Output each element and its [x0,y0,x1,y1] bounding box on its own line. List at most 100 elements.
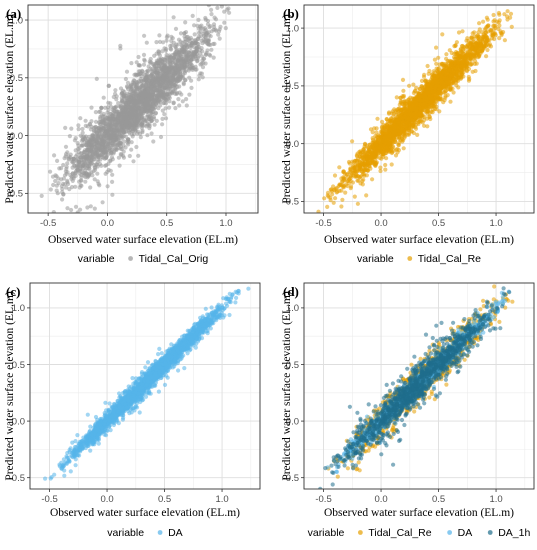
data-point [200,75,205,80]
data-point [111,128,117,133]
data-point [183,78,188,83]
data-point [149,67,155,72]
data-point [99,105,104,111]
data-point [70,178,75,183]
data-point [447,48,452,53]
data-point [76,143,81,148]
data-point [124,69,130,74]
data-point [105,152,110,157]
data-point [496,20,501,25]
data-point [129,85,134,90]
data-point [485,47,490,53]
data-point [333,196,338,201]
data-point [493,23,498,28]
data-point [332,173,338,178]
data-point [364,173,369,178]
data-point [87,162,92,167]
data-point [325,204,330,209]
data-point [183,43,188,48]
data-point [199,71,204,76]
data-point [174,63,179,68]
data-point [107,111,112,116]
data-point [343,182,348,187]
data-point [425,63,430,69]
data-point [168,61,173,66]
data-point [108,101,113,106]
data-point [109,151,114,156]
data-point [115,119,120,124]
data-point [211,22,217,27]
data-point [502,38,507,43]
data-point [448,99,453,104]
data-point [386,110,392,115]
data-point [138,135,143,140]
data-point [93,137,99,142]
data-point [116,101,121,106]
data-point [160,49,165,54]
data-point [182,71,187,76]
data-point [383,162,388,168]
data-point [196,17,201,22]
data-point [48,169,53,174]
data-point [98,134,103,139]
data-point [196,77,201,82]
data-point [123,76,128,82]
data-point [113,88,118,93]
data-point [159,80,164,85]
data-point [103,149,108,154]
data-point [76,127,81,132]
data-point [103,163,108,168]
data-point [203,52,208,57]
series-tidal-cal-re [316,9,514,213]
data-point [98,147,103,152]
data-point [147,109,152,114]
data-point [189,65,194,70]
data-point [153,110,159,116]
data-point [157,39,163,45]
data-point [131,80,136,86]
data-point [51,182,56,188]
data-point [141,62,147,67]
data-point [331,200,336,205]
data-point [99,163,104,168]
data-point [107,132,112,137]
data-point [100,200,105,205]
data-point [187,75,192,80]
data-point [216,32,221,37]
data-point [375,152,380,157]
data-point [158,134,164,140]
data-point [126,104,131,109]
data-point [126,97,131,102]
data-point [81,134,86,139]
data-point [142,33,147,38]
data-point [171,101,176,106]
data-point [453,80,459,85]
data-point [70,165,75,170]
data-point [167,105,172,110]
data-point [89,119,94,124]
data-point [118,152,123,157]
data-point [173,106,178,111]
data-point [378,168,383,174]
data-point [39,193,44,198]
data-point [141,52,147,58]
data-point [96,181,101,186]
data-point [176,97,181,102]
data-point [419,78,425,83]
data-point [185,34,190,40]
data-point [91,169,96,174]
data-point [436,55,441,60]
data-point [187,92,192,97]
data-point [477,27,482,32]
data-point [93,119,99,124]
data-point [483,26,488,31]
data-point [76,123,81,128]
data-point [173,50,178,55]
data-point [69,207,74,213]
data-point [147,59,152,64]
data-point [355,178,360,183]
data-point [165,77,170,82]
data-point [168,75,173,80]
data-point [192,32,197,37]
data-point [477,21,482,26]
